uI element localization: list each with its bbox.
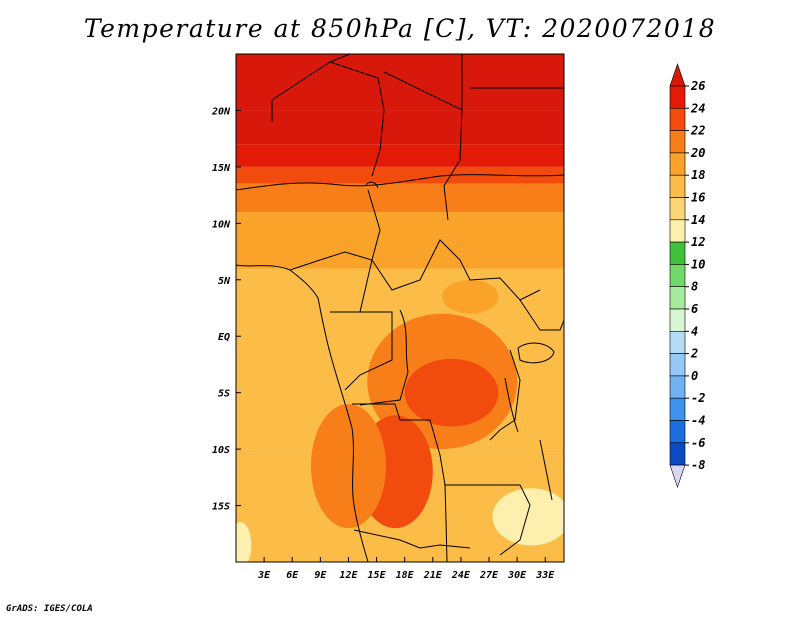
colorbar-segment: [669, 353, 686, 377]
colorbar-label: 8: [691, 280, 698, 294]
colorbar-segment: [669, 85, 686, 109]
border-central-3: [330, 311, 393, 391]
colorbar-segment: [669, 108, 686, 131]
x-tick-label: 18E: [396, 570, 415, 581]
credit-label: GrADS: IGES/COLA: [6, 604, 93, 614]
x-tick-label: 21E: [423, 570, 443, 581]
colorbar-label: 26: [690, 79, 705, 93]
colorbar-label: 12: [691, 235, 705, 249]
field-band-0: [236, 54, 564, 111]
colorbar-label: 16: [691, 191, 705, 205]
colorbar-segment: [669, 174, 686, 198]
field-band-3: [236, 166, 564, 184]
colorbar-label: 4: [691, 324, 698, 338]
colorbar-label: 14: [691, 213, 705, 227]
colorbar-label: 20: [690, 146, 705, 160]
colorbar-segment: [669, 375, 686, 399]
border-south-2: [445, 484, 531, 556]
y-tick-label: 15N: [212, 163, 231, 174]
colorbar-segment: [669, 130, 686, 154]
x-tick-label: 27E: [479, 570, 499, 581]
border-central-1: [359, 189, 381, 313]
colorbar-label: 18: [691, 168, 705, 182]
warm-region-3: [442, 279, 499, 314]
y-tick-label: 5N: [218, 276, 231, 287]
y-tick-label: EQ: [218, 332, 230, 343]
colorbar-segment: [669, 397, 686, 421]
field-band-2: [236, 144, 564, 167]
y-tick-label: 5S: [218, 389, 230, 400]
x-tick-label: 3E: [257, 570, 271, 581]
x-axis: 3E 6E 9E 12E 15E 18E 21E 24E 27E 30E 33E: [257, 557, 555, 581]
x-tick-label: 24E: [451, 570, 471, 581]
border-east-2: [489, 349, 521, 441]
colorbar-label: 0: [691, 369, 698, 383]
colorbar-label: 6: [691, 302, 698, 316]
colorbar-label: 24: [690, 101, 705, 115]
y-tick-label: 15S: [212, 502, 230, 513]
colorbar-segment: [669, 219, 686, 243]
colorbar-segment: [669, 241, 686, 265]
cool-region-1: [492, 488, 564, 546]
colorbar-segment: [669, 264, 686, 287]
border-east-1: [519, 299, 564, 331]
x-tick-label: 6E: [286, 570, 299, 581]
x-tick-label: 30E: [507, 570, 527, 581]
colorbar-segment: [669, 442, 686, 466]
colorbar-segment: [669, 152, 686, 176]
field-band-1: [236, 110, 564, 145]
y-tick-label: 20N: [211, 106, 231, 117]
x-tick-label: 33E: [535, 570, 555, 581]
colorbar-segment: [669, 420, 686, 444]
plot-frame: [235, 53, 565, 563]
colorbar-label: -6: [691, 436, 705, 450]
border-central-2: [289, 239, 541, 301]
field-band-4: [236, 183, 564, 213]
y-tick-label: 10N: [212, 219, 231, 230]
chart-title: Temperature at 850hPa [C], VT: 202007201…: [83, 14, 717, 43]
lake-tanganyika: [504, 377, 519, 433]
colorbar-label: 2: [690, 347, 698, 361]
x-tick-label: 15E: [368, 570, 387, 581]
y-axis: 20N 15N 10N 5N EQ 5S 10S 15S: [211, 106, 241, 513]
colorbar-segment: [669, 286, 686, 310]
country-borders: [236, 54, 564, 562]
warm-region-1: [404, 358, 499, 427]
y-tick-label: 10S: [212, 445, 230, 456]
lake-malawi: [539, 439, 553, 501]
x-tick-label: 12E: [339, 570, 358, 581]
x-tick-label: 9E: [314, 570, 327, 581]
border-north-4: [443, 109, 463, 221]
border-south-3: [353, 529, 471, 549]
colorbar-top-arrow: [669, 63, 686, 87]
border-south-1: [352, 403, 446, 486]
border-congo: [359, 309, 409, 406]
colorbar-segment: [669, 197, 686, 221]
field-band-5: [236, 212, 564, 269]
colorbar-label: -2: [691, 391, 705, 405]
colorbar-segment: [669, 308, 686, 332]
colorbar-segment: [669, 330, 686, 354]
colorbar-bottom-arrow: [669, 464, 686, 489]
lake-victoria: [517, 342, 555, 364]
border-south-4: [444, 484, 448, 562]
colorbar-label: 22: [690, 124, 705, 138]
colorbar-label: -4: [691, 414, 705, 428]
border-north-1: [271, 54, 351, 122]
border-sahel: [236, 174, 564, 191]
cool-region-0: [236, 522, 252, 562]
warm-region-4: [310, 403, 386, 529]
border-north-2: [329, 61, 385, 177]
colorbar-label: 10: [691, 257, 705, 271]
lake-chad: [365, 181, 379, 189]
colorbar-label: -8: [691, 458, 705, 472]
